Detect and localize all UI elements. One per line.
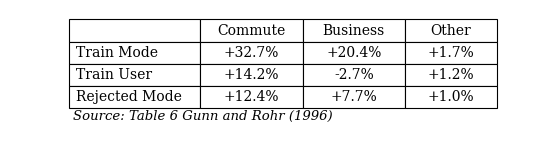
Text: Source: Table 6 Gunn and Rohr (1996): Source: Table 6 Gunn and Rohr (1996) — [73, 110, 333, 123]
